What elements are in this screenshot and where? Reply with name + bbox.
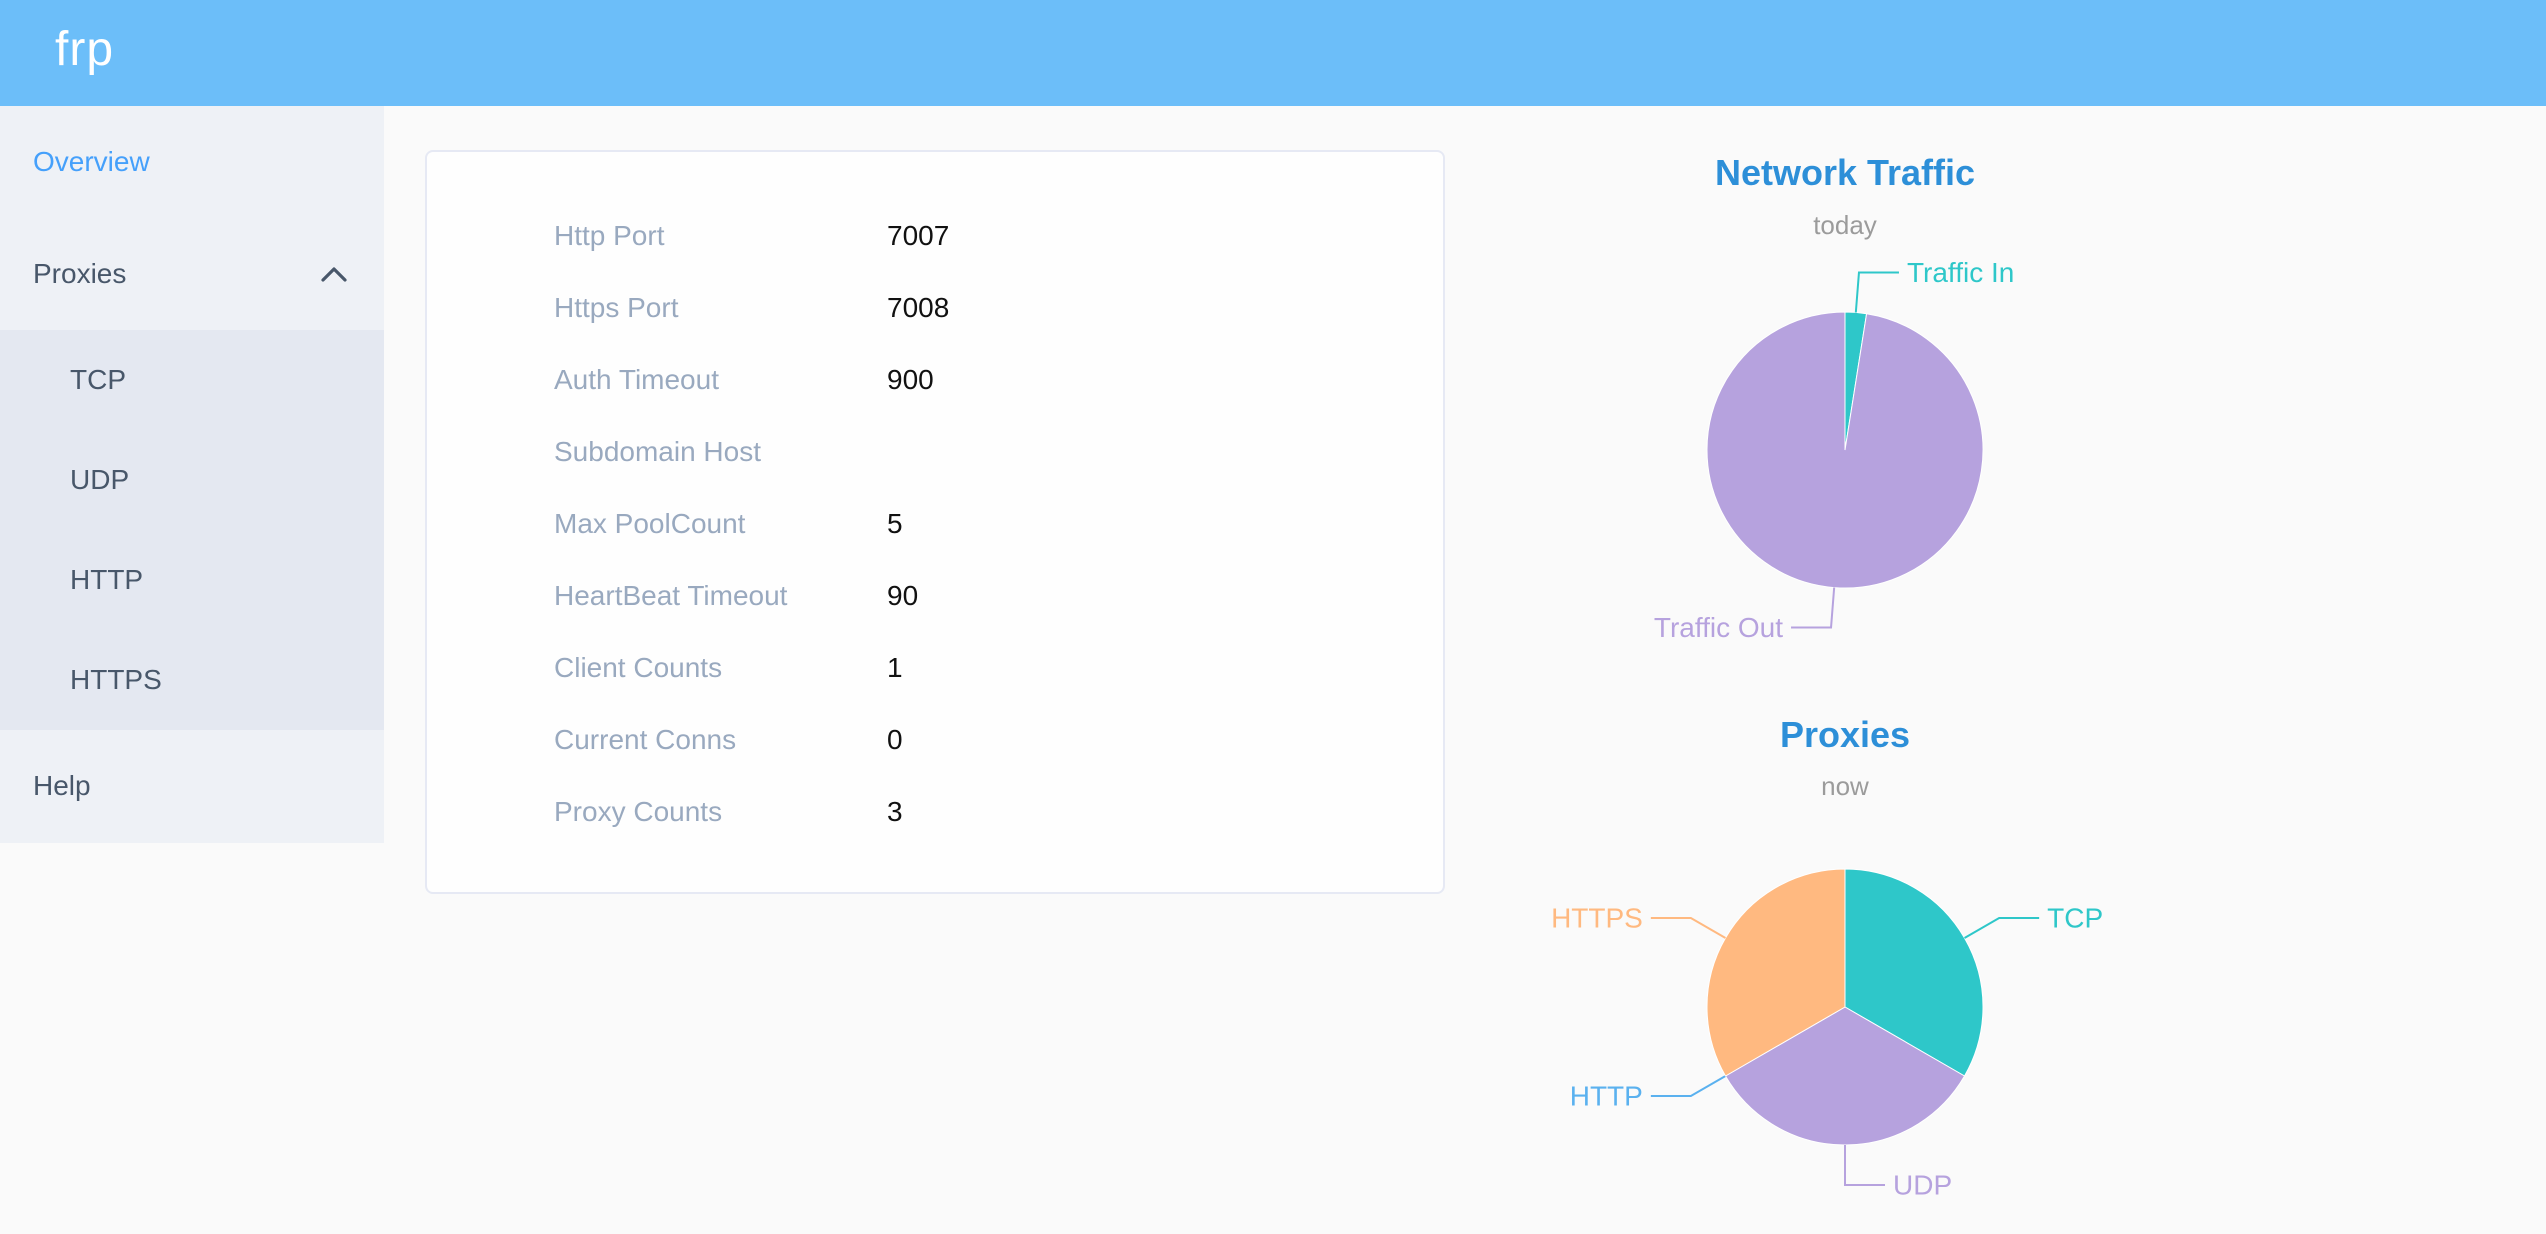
pie-label-udp: UDP [1893,1170,1952,1201]
frp-logo: frp [55,23,115,76]
row-label: Http Port [554,220,665,251]
pie-slice-traffic-out[interactable] [1706,311,1984,589]
row-label: Current Conns [554,724,737,755]
sidebar-item-overview-label: Overview [33,146,150,177]
row-label: Https Port [554,292,679,323]
sidebar-item-udp[interactable]: UDP [0,430,384,530]
server-info-row: Auth Timeout 900 [427,344,1443,416]
chart-subtitle: today [1813,210,1877,240]
server-info-row: Https Port 7008 [427,272,1443,344]
server-info-row: Http Port 7007 [427,200,1443,272]
pie-leader-tcp [1964,917,2040,939]
chevron-up-icon[interactable] [321,267,347,282]
server-info-row: Subdomain Host [427,416,1443,488]
chart-title: Network Traffic [1714,152,1976,193]
row-label: Subdomain Host [554,436,762,467]
server-info-row: Max PoolCount 5 [427,488,1443,560]
sidebar-item-help[interactable]: Help [0,730,384,842]
row-label: Max PoolCount [554,508,746,539]
sidebar-item-https-label: HTTPS [70,664,162,695]
row-value: 7007 [887,220,950,251]
pie-leader-traffic-in [1854,271,1899,313]
sidebar-item-http[interactable]: HTTP [0,530,384,630]
sidebar: Overview Proxies TCP UDP HTTP HTTPS Help [0,106,384,843]
pie-label-traffic-out: Traffic Out [1654,612,1783,643]
pie-label-http: HTTP [1570,1081,1643,1112]
pie-leader-traffic-out [1791,587,1836,629]
sidebar-item-udp-label: UDP [70,464,130,495]
sidebar-item-tcp-label: TCP [70,364,126,395]
server-info-row: Current Conns 0 [427,704,1443,776]
row-value: 3 [887,796,903,827]
row-value: 7008 [887,292,950,323]
pie-leader-http [1650,1075,1726,1097]
pie-leader-https [1650,917,1726,939]
sidebar-item-tcp[interactable]: TCP [0,330,384,430]
row-label: Client Counts [554,652,723,683]
proxies-pie: TCP UDP HTTP HTTPS [1551,868,2103,1201]
row-value: 90 [887,580,919,611]
server-info-row: HeartBeat Timeout 90 [427,560,1443,632]
row-value: 0 [887,724,903,755]
network-traffic-chart: Network Traffic today Traffic In Traffic … [1485,140,2205,680]
sidebar-item-https[interactable]: HTTPS [0,630,384,730]
sidebar-item-help-label: Help [33,770,91,801]
row-label: HeartBeat Timeout [554,580,788,611]
sidebar-item-proxies[interactable]: Proxies [0,218,384,330]
row-value: 1 [887,652,903,683]
proxies-chart: Proxies now TCP UDP HTTP HTTPS [1485,700,2205,1234]
server-info-row: Proxy Counts 3 [427,776,1443,848]
sidebar-item-http-label: HTTP [70,564,144,595]
pie-label-traffic-in: Traffic In [1907,257,2014,288]
row-label: Proxy Counts [554,796,723,827]
row-label: Auth Timeout [554,364,719,395]
pie-label-tcp: TCP [2047,903,2103,934]
pie-leader-udp [1844,1145,1885,1186]
row-value: 5 [887,508,903,539]
sidebar-submenu-proxies: TCP UDP HTTP HTTPS [0,330,384,730]
sidebar-item-proxies-label: Proxies [33,258,127,289]
pie-label-https: HTTPS [1551,903,1643,934]
server-info-card: Http Port 7007 Https Port 7008 Auth Time… [425,150,1445,894]
server-info-row: Client Counts 1 [427,632,1443,704]
app-header: frp [0,0,2546,106]
chart-subtitle: now [1821,771,1869,801]
network-traffic-pie: Traffic In Traffic Out [1654,257,2014,643]
chart-title: Proxies [1779,714,1911,755]
sidebar-item-overview[interactable]: Overview [0,106,384,218]
row-value: 900 [887,364,934,395]
